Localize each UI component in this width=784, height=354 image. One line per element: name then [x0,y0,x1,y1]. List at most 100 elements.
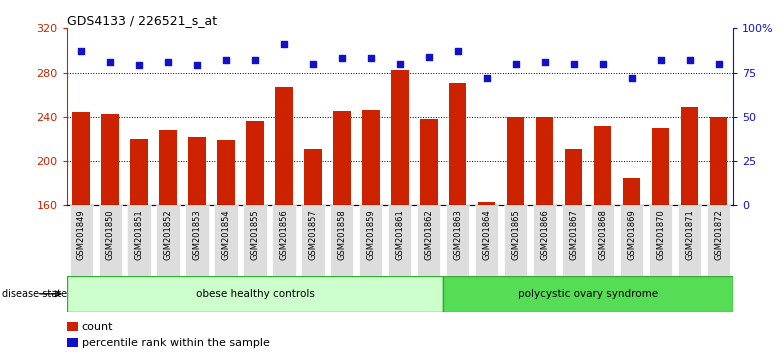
Point [336,56,348,61]
Text: GSM201871: GSM201871 [685,209,694,260]
Bar [594,126,612,205]
Text: GSM201867: GSM201867 [569,209,578,260]
Bar [707,205,730,283]
Point [626,75,638,81]
Point [132,63,145,68]
Bar [478,202,495,205]
Bar [301,205,325,283]
Text: GSM201863: GSM201863 [453,209,463,260]
Bar [359,205,383,283]
Bar [681,107,699,205]
Point [597,61,609,67]
Bar [388,205,412,283]
Bar [475,205,499,283]
Text: GSM201855: GSM201855 [250,209,260,260]
Bar [446,205,470,283]
Text: GSM201864: GSM201864 [482,209,492,260]
Text: count: count [82,322,113,332]
Text: GSM201858: GSM201858 [337,209,347,260]
Point [307,61,319,67]
Bar [275,87,292,205]
Text: GSM201868: GSM201868 [598,209,607,260]
Text: GSM201861: GSM201861 [395,209,405,260]
Bar [217,140,234,205]
Bar [443,276,733,312]
Point [103,59,116,65]
Bar [186,205,209,283]
Text: GSM201862: GSM201862 [424,209,434,260]
Bar [67,276,443,312]
Bar [246,121,263,205]
Bar [449,82,466,205]
Text: GSM201853: GSM201853 [193,209,201,260]
Bar [417,205,441,283]
Bar [362,110,379,205]
Bar [72,113,90,205]
Bar [710,117,728,205]
Bar [536,117,554,205]
Bar [333,111,350,205]
Bar [678,205,701,283]
Bar [652,128,670,205]
Bar [101,114,119,205]
Bar [330,205,354,283]
Bar [391,70,408,205]
Bar [504,205,528,283]
Bar [70,205,93,283]
Bar [304,149,321,205]
Text: GSM201857: GSM201857 [308,209,318,260]
Point [162,59,174,65]
Point [220,57,232,63]
Text: GSM201851: GSM201851 [135,209,143,260]
Text: percentile rank within the sample: percentile rank within the sample [82,338,270,348]
Bar [507,117,524,205]
Text: GDS4133 / 226521_s_at: GDS4133 / 226521_s_at [67,14,216,27]
Point [510,61,522,67]
Text: GSM201865: GSM201865 [511,209,521,260]
Bar [67,338,78,347]
Bar [188,137,205,205]
Bar [649,205,672,283]
Bar [272,205,296,283]
Bar [562,205,586,283]
Text: GSM201856: GSM201856 [279,209,289,260]
Point [249,57,261,63]
Point [568,61,580,67]
Point [684,57,696,63]
Text: disease state: disease state [2,289,67,299]
Point [713,61,725,67]
Bar [620,205,643,283]
Point [365,56,377,61]
Point [655,57,667,63]
Text: obese healthy controls: obese healthy controls [195,289,314,299]
Text: GSM201854: GSM201854 [222,209,230,260]
Bar [243,205,267,283]
Text: polycystic ovary syndrome: polycystic ovary syndrome [518,289,659,299]
Bar [128,205,151,283]
Text: GSM201866: GSM201866 [540,209,550,260]
Bar [591,205,614,283]
Text: GSM201870: GSM201870 [656,209,665,260]
Point [539,59,551,65]
Text: GSM201872: GSM201872 [714,209,723,260]
Point [278,41,290,47]
Point [423,54,435,59]
Bar [130,139,147,205]
Text: GSM201852: GSM201852 [164,209,172,260]
Bar [67,322,78,331]
Bar [159,130,176,205]
Bar [565,149,583,205]
Point [74,48,87,54]
Point [481,75,493,81]
Text: GSM201850: GSM201850 [106,209,114,260]
Point [394,61,406,67]
Bar [420,119,437,205]
Text: GSM201849: GSM201849 [77,209,85,260]
Text: GSM201859: GSM201859 [366,209,376,260]
Bar [157,205,180,283]
Bar [623,178,641,205]
Point [452,48,464,54]
Text: GSM201869: GSM201869 [627,209,636,260]
Bar [214,205,238,283]
Bar [99,205,122,283]
